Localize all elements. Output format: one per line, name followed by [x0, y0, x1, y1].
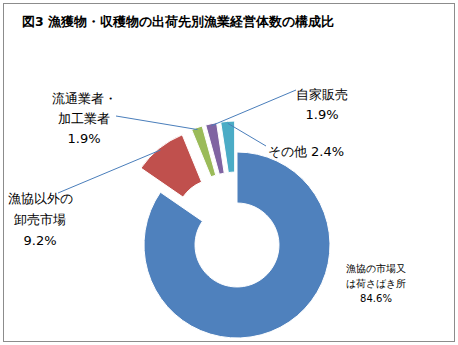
- data-label: その他 2.4%: [268, 144, 344, 159]
- value-label: 1.9%: [305, 107, 338, 122]
- leader-line: [228, 123, 266, 146]
- value-label: 9.2%: [23, 233, 56, 248]
- category-label: 漁協の市場又: [346, 263, 406, 274]
- slice: [141, 135, 202, 197]
- leader-line: [212, 90, 296, 126]
- category-label: その他: [268, 144, 307, 159]
- category-label: 自家販売: [296, 87, 348, 102]
- leader-line: [116, 116, 197, 130]
- slice: [221, 121, 235, 172]
- value-label: 84.6%: [360, 293, 392, 304]
- category-label: 卸売市場: [14, 212, 66, 227]
- labels: 漁協の市場又は荷さばき所 84.6% 漁協以外の卸売市場 9.2% 流通業者・加工業者 1…: [8, 87, 407, 304]
- slice: [206, 123, 225, 174]
- value-label: 2.4%: [311, 144, 344, 159]
- chart: 図3 漁獲物・収穫物の出荷先別漁業経営体数の構成比漁協の市場又は荷さばき所 84.…: [0, 0, 458, 345]
- category-label: 漁協以外の: [8, 191, 73, 206]
- category-label: 加工業者: [58, 111, 110, 126]
- data-label: 流通業者・加工業者 1.9%: [52, 91, 117, 146]
- leader-line: [58, 150, 160, 193]
- value-label: 1.9%: [67, 131, 100, 146]
- data-label: 漁協の市場又は荷さばき所 84.6%: [346, 263, 406, 304]
- category-label: 流通業者・: [52, 91, 117, 106]
- title: 図3 漁獲物・収穫物の出荷先別漁業経営体数の構成比: [22, 14, 334, 29]
- data-label: 漁協以外の卸売市場 9.2%: [8, 191, 73, 248]
- frame: [4, 4, 455, 342]
- data-label: 自家販売 1.9%: [296, 87, 348, 122]
- category-label: は荷さばき所: [346, 278, 406, 289]
- slices: [141, 121, 330, 338]
